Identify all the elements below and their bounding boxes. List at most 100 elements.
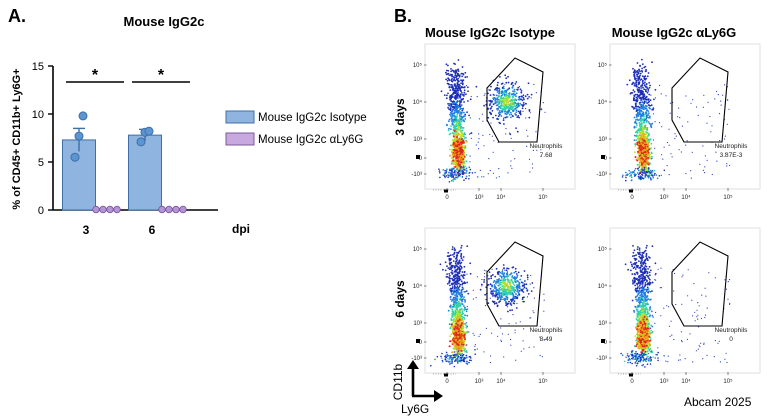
event-dot-core [458,339,461,342]
event-dot [456,113,459,116]
event-dot-sparse [478,335,480,337]
event-dot [456,254,458,256]
legend-swatch [225,110,255,124]
event-dot-core [640,162,643,165]
event-dot-neutrophil [520,95,523,98]
event-dot [460,255,462,258]
event-dot [452,321,454,324]
event-dot-neutrophil [505,77,508,80]
event-dot-floor [649,169,652,172]
event-dot-neutrophil [526,276,529,279]
event-dot [640,125,643,128]
event-dot-neutrophil [512,295,515,297]
event-dot [445,63,448,66]
event-dot-core [460,333,463,336]
gate-label: Neutrophils [715,143,749,150]
event-dot-neutrophil [488,99,491,102]
event-dot [634,120,637,123]
event-dot-core [452,150,455,153]
event-dot-neutrophil [499,76,501,78]
event-dot [456,251,458,254]
event-dot [448,277,451,280]
event-dot-core [636,159,639,162]
event-dot [648,104,650,107]
event-dot-core [452,332,455,335]
event-dot-floor [457,350,460,352]
event-dot [447,69,450,72]
event-dot [461,80,464,83]
event-dot [645,83,648,86]
event-dot-floor [445,360,448,363]
event-dot-core [460,138,463,141]
event-dot-neutrophil [525,102,527,105]
event-dot [456,297,459,299]
event-dot-sparse [654,97,656,99]
event-dot [447,251,450,254]
event-dot-sparse [492,151,494,153]
event-dot [452,139,454,141]
event-dot [450,325,453,328]
event-dot [637,128,640,131]
y-tick-label: 10⁴ [413,99,423,106]
event-dot-floor [644,172,646,174]
event-dot-neutrophil [494,290,497,293]
event-dot [645,99,648,101]
event-dot [462,319,464,322]
event-dot-sparse [706,122,708,124]
event-dot [448,274,451,277]
event-dot-neutrophil [509,111,512,114]
event-dot-neutrophil [520,275,523,277]
event-dot [644,107,647,109]
event-dot-floor [467,361,470,364]
event-dot-neutrophil [514,83,517,85]
event-dot-neutrophil [509,133,512,136]
event-dot-sparse [533,83,535,86]
event-dot-core [640,157,643,160]
y-tick-label: 10 [32,109,44,121]
event-dot [647,268,649,270]
y-tick-label: 10⁵ [413,246,423,253]
event-dot-sparse [469,161,471,163]
event-dot-neutrophil [494,285,496,288]
event-dot [455,71,458,73]
event-dot-sparse [506,306,509,308]
event-dot [466,281,469,284]
event-dot [446,94,448,97]
event-dot-neutrophil [495,267,498,270]
event-dot-sparse [503,116,505,118]
event-dot [459,297,462,300]
event-dot-sparse [674,133,676,135]
event-dot [450,79,453,81]
event-dot [445,69,448,72]
event-dot-sparse [515,322,517,324]
event-dot-core [456,147,459,150]
event-dot [448,279,451,282]
event-dot-neutrophil [510,285,512,288]
event-dot-neutrophil [513,88,516,91]
event-dot [650,104,653,107]
event-dot [634,99,636,102]
event-dot-neutrophil [503,123,505,125]
event-dot-neutrophil [522,288,525,290]
event-dot [451,73,453,76]
event-dot [451,269,454,272]
event-dot [640,130,643,133]
event-dot [644,70,647,73]
event-dot [450,261,453,264]
event-dot-floor [626,174,628,176]
event-dot-sparse [687,121,689,123]
event-dot [447,129,450,132]
x-tick-label: 10⁴ [681,194,691,201]
event-dot [456,82,459,84]
event-dot [635,73,638,76]
event-dot-neutrophil [522,104,525,107]
event-dot-core [463,151,466,154]
event-dot-sparse [466,344,468,346]
event-dot-neutrophil [521,298,524,300]
event-dot [444,269,447,272]
event-dot-core [459,346,461,348]
event-dot [459,130,462,133]
event-dot-neutrophil [496,89,498,91]
event-dot [450,319,453,322]
event-dot-sparse [472,332,474,334]
